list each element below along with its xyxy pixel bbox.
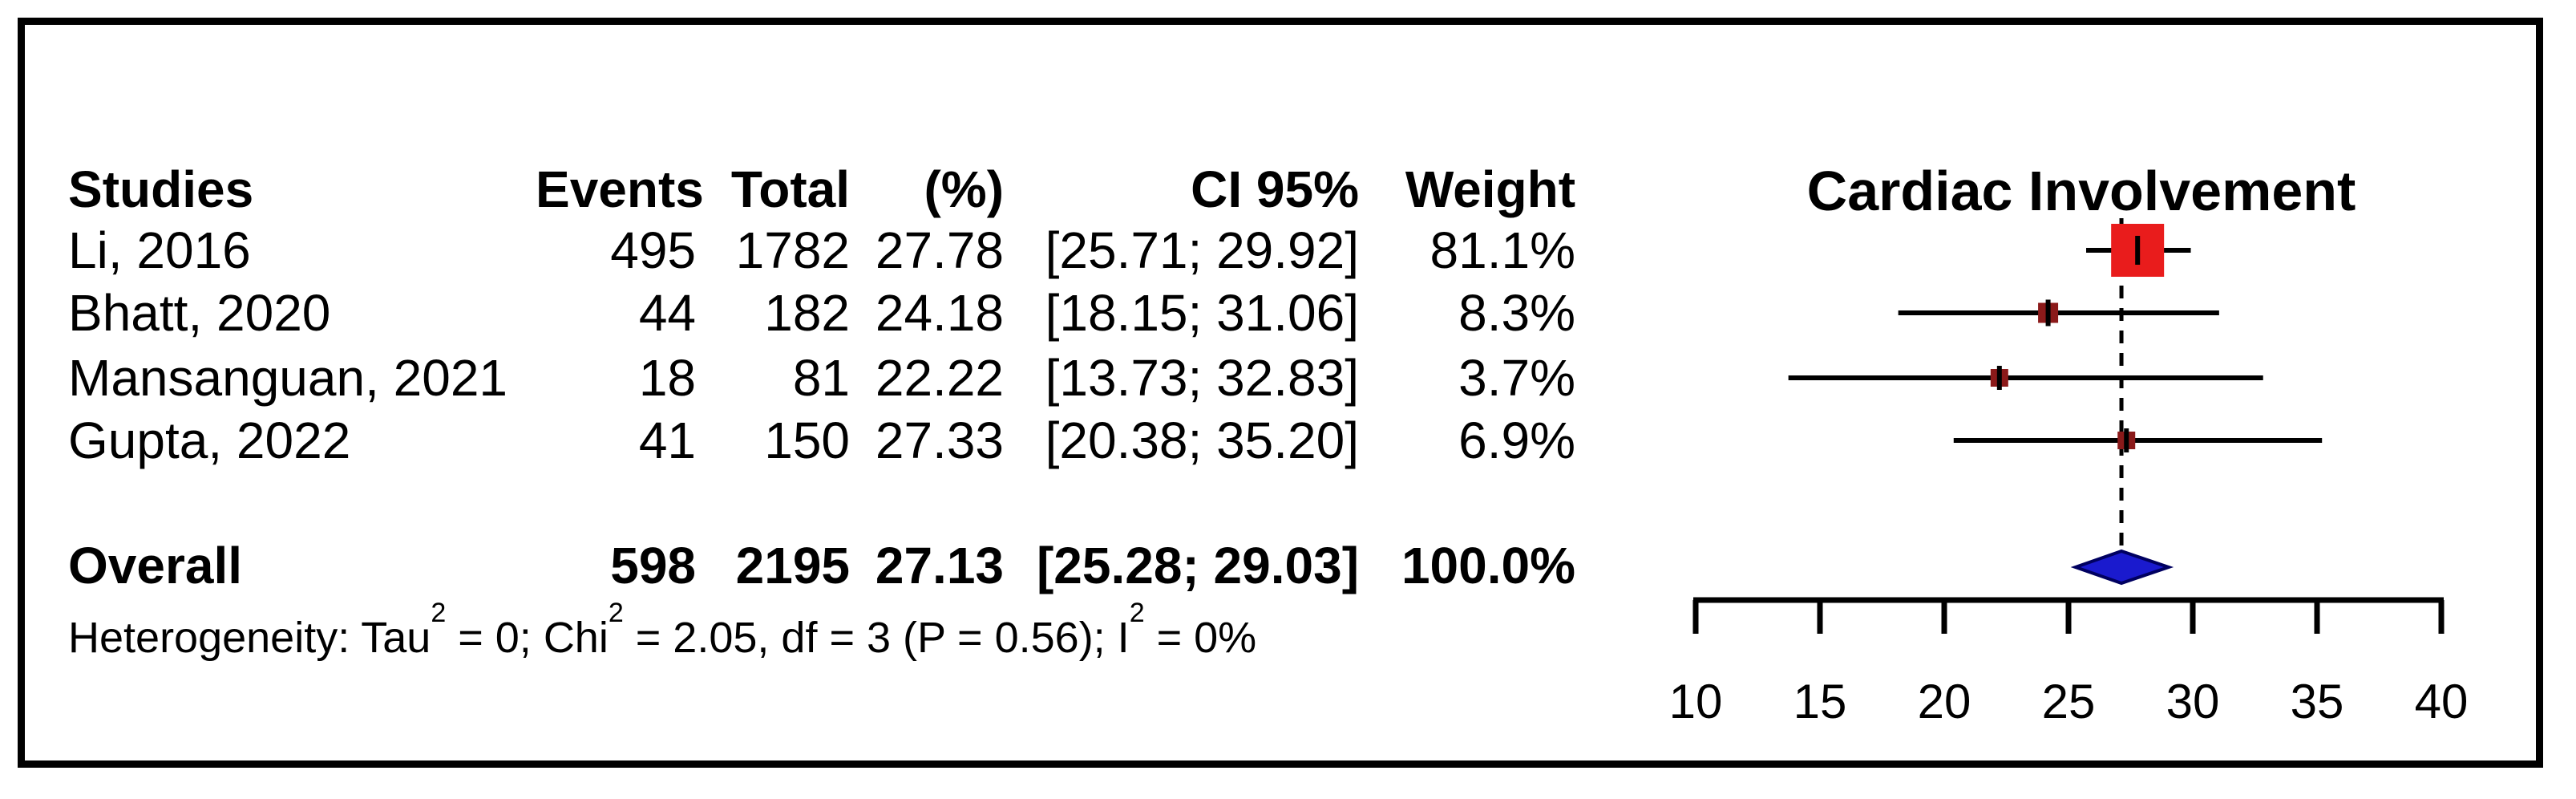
superscript-2: 2 <box>431 598 447 629</box>
cell-ci-li-2016: [25.71; 29.92] <box>1045 221 1359 279</box>
figure-border <box>18 18 2543 768</box>
cell-ci-mansanguan-2021: [13.73; 32.83] <box>1045 349 1359 407</box>
x-axis-label-25: 25 <box>2042 675 2096 728</box>
x-axis-label-35: 35 <box>2291 675 2344 728</box>
cell-ci-gupta-2022: [20.38; 35.20] <box>1045 412 1359 469</box>
overall-label: Overall <box>68 537 243 594</box>
cell-pct-gupta-2022: 27.33 <box>875 412 1004 469</box>
cell-pct-li-2016: 27.78 <box>875 221 1004 279</box>
cell-events-li-2016: 495 <box>610 221 696 279</box>
x-axis-label-40: 40 <box>2415 675 2469 728</box>
cell-study-gupta-2022: Gupta, 2022 <box>68 412 351 469</box>
x-axis-label-30: 30 <box>2166 675 2220 728</box>
overall-total: 2195 <box>735 537 850 594</box>
superscript-2: 2 <box>1129 598 1145 629</box>
cell-pct-bhatt-2020: 24.18 <box>875 284 1004 342</box>
superscript-2: 2 <box>608 598 624 629</box>
cell-total-mansanguan-2021: 81 <box>792 349 850 407</box>
cell-events-mansanguan-2021: 18 <box>638 349 696 407</box>
overall-ci95: [25.28; 29.03] <box>1036 537 1359 594</box>
cell-pct-mansanguan-2021: 22.22 <box>875 349 1004 407</box>
column-header-events: Events <box>536 160 704 218</box>
cell-events-gupta-2022: 41 <box>638 412 696 469</box>
x-axis-label-15: 15 <box>1793 675 1847 728</box>
overall-row: Overall 598 2195 27.13 [25.28; 29.03] 10… <box>68 534 1575 597</box>
cell-total-li-2016: 1782 <box>735 221 850 279</box>
plot-title: Cardiac Involvement <box>1807 160 2356 222</box>
heterogeneity-segment: Heterogeneity: Tau <box>68 614 431 662</box>
cell-total-bhatt-2020: 182 <box>764 284 850 342</box>
x-axis-label-20: 20 <box>1918 675 1971 728</box>
heterogeneity-segment: = 0% <box>1144 614 1257 662</box>
x-axis-label-10: 10 <box>1669 675 1723 728</box>
table-row-gupta-2022: Gupta, 2022 41 150 27.33 [20.38; 35.20] 6.9% <box>68 409 1575 472</box>
column-header-pct: (%) <box>924 160 1004 218</box>
column-header-weight: Weight <box>1405 160 1575 218</box>
column-header-ci95: CI 95% <box>1191 160 1359 218</box>
cell-ci-bhatt-2020: [18.15; 31.06] <box>1045 284 1359 342</box>
cell-weight-mansanguan-2021: 3.7% <box>1458 349 1575 407</box>
cell-weight-bhatt-2020: 8.3% <box>1458 284 1575 342</box>
overall-pct: 27.13 <box>875 537 1004 594</box>
cell-weight-li-2016: 81.1% <box>1430 221 1575 279</box>
heterogeneity-segment: = 2.05, df = 3 (P = 0.56); I <box>623 614 1130 662</box>
overall-events: 598 <box>610 537 696 594</box>
heterogeneity-text: Heterogeneity: Tau2 = 0; Chi2 = 2.05, df… <box>68 599 1257 664</box>
table-header-row: Studies Events Total (%) CI 95% Weight <box>68 158 1575 221</box>
overall-diamond <box>2070 549 2174 586</box>
cell-total-gupta-2022: 150 <box>764 412 850 469</box>
column-header-total: Total <box>730 160 850 218</box>
table-row-bhatt-2020: Bhatt, 2020 44 182 24.18 [18.15; 31.06] 8.3% <box>68 282 1575 344</box>
cell-study-li-2016: Li, 2016 <box>68 221 251 279</box>
cell-study-mansanguan-2021: Mansanguan, 2021 <box>68 349 508 407</box>
heterogeneity-segment: = 0; Chi <box>446 614 609 662</box>
table-row-mansanguan-2021: Mansanguan, 2021 18 81 22.22 [13.73; 32.83] 3… <box>68 347 1575 409</box>
column-header-studies: Studies <box>68 160 254 218</box>
cell-weight-gupta-2022: 6.9% <box>1458 412 1575 469</box>
overall-weight: 100.0% <box>1401 537 1575 594</box>
cell-events-bhatt-2020: 44 <box>638 284 696 342</box>
cell-study-bhatt-2020: Bhatt, 2020 <box>68 284 331 342</box>
table-row-li-2016: Li, 2016 495 1782 27.78 [25.71; 29.92] 81.1% <box>68 219 1575 282</box>
